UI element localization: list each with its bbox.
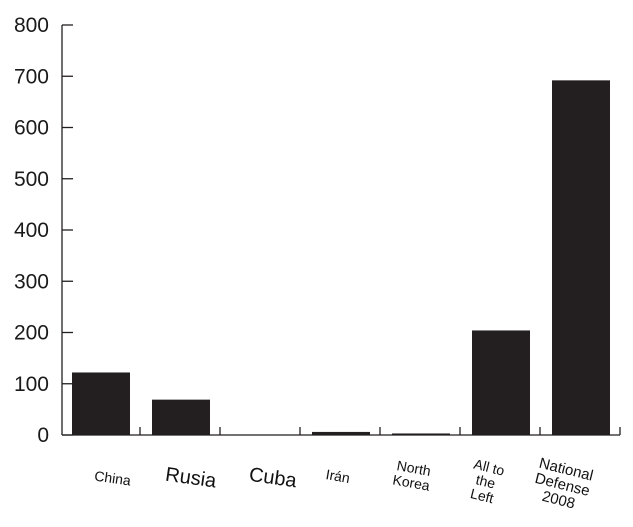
category-label-3: Irán bbox=[325, 466, 352, 486]
category-label-5: All totheLeft bbox=[465, 456, 506, 508]
bar-6 bbox=[552, 80, 610, 435]
category-label-line: Irán bbox=[325, 466, 352, 486]
category-label-1: Rusia bbox=[164, 464, 219, 493]
bar-0 bbox=[72, 372, 130, 435]
y-tick-label: 600 bbox=[14, 117, 49, 140]
bar-3 bbox=[312, 432, 370, 435]
y-tick-label: 0 bbox=[37, 424, 49, 447]
category-label-0: China bbox=[93, 468, 132, 489]
bar-1 bbox=[152, 400, 210, 435]
y-axis: 0 100 200 300 400 500 600 700 800 bbox=[14, 14, 73, 447]
y-tick-label: 400 bbox=[14, 219, 49, 242]
category-label-2: Cuba bbox=[248, 464, 299, 493]
category-label-line: Cuba bbox=[248, 464, 299, 493]
category-label-4: NorthKorea bbox=[392, 457, 434, 494]
y-tick-label: 100 bbox=[14, 373, 49, 396]
category-label-6: NationalDefense2008 bbox=[529, 455, 595, 516]
y-tick-label: 800 bbox=[14, 14, 49, 37]
y-tick-label: 500 bbox=[14, 168, 49, 191]
y-tick-label: 300 bbox=[14, 270, 49, 293]
category-label-line: Rusia bbox=[164, 464, 219, 493]
category-labels: China Rusia Cuba Irán NorthKorea All totheLef… bbox=[93, 455, 595, 516]
bar-5 bbox=[472, 330, 530, 435]
bar-4 bbox=[392, 433, 450, 435]
category-label-line: China bbox=[93, 468, 132, 489]
bar-2 bbox=[232, 434, 290, 435]
bars bbox=[72, 80, 610, 435]
y-tick-label: 700 bbox=[14, 65, 49, 88]
y-tick-label: 200 bbox=[14, 322, 49, 345]
